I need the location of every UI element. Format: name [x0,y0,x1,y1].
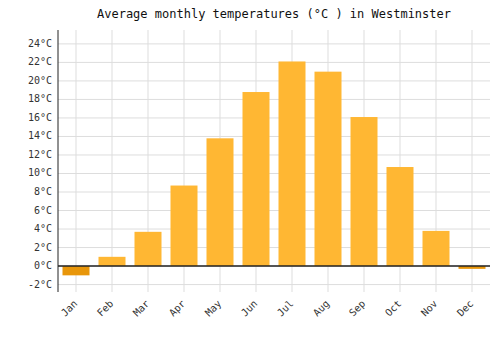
y-tick-label: 20°C [28,75,52,86]
y-grid-line [58,62,490,63]
y-tick-label: 6°C [34,205,52,216]
x-grid-line [76,30,77,292]
x-grid-line [112,30,113,292]
x-tick-label: Mar [131,298,152,319]
y-grid-line [58,229,490,230]
y-tick-label: 16°C [28,112,52,123]
bar [387,167,414,266]
x-tick-label: Jan [59,298,80,319]
y-grid-line [58,284,490,285]
x-tick-labels: Jan Feb Mar Apr May Jun Jul Aug Sep Oct Nov Dec [59,298,476,319]
x-tick-label: Jun [239,298,260,319]
x-tick-label: May [203,298,224,319]
bar [315,72,342,266]
x-tick-label: Oct [383,298,404,319]
grid [58,30,490,292]
y-tick-label: 0°C [34,260,52,271]
y-tick-label: 2°C [34,242,52,253]
page: {"chart_data": {"type": "bar", "title": … [0,0,500,350]
y-tick-label: 18°C [28,93,52,104]
y-grid-line [58,210,490,211]
bar [351,117,378,266]
y-tick-label: 8°C [34,186,52,197]
y-grid-line [58,266,490,267]
y-tick-label: 10°C [28,167,52,178]
y-grid-line [58,136,490,137]
bars [63,61,486,275]
y-tick-labels: -2°C 0°C 2°C 4°C 6°C 8°C 10°C 12°C 14°C 16°C 18°C 2… [28,38,52,290]
y-tick-label: 24°C [28,38,52,49]
y-grid-line [58,117,490,118]
x-grid-line [472,30,473,292]
bar [243,92,270,266]
y-tick-label: -2°C [28,279,52,290]
bar [63,266,90,275]
x-tick-label: Dec [455,298,476,319]
y-grid-line [58,192,490,193]
bar [207,138,234,266]
baseline [58,265,490,267]
y-grid-line [58,99,490,100]
x-tick-label: Nov [419,298,440,319]
bar [99,257,126,266]
y-tick-label: 12°C [28,149,52,160]
chart: -2°C 0°C 2°C 4°C 6°C 8°C 10°C 12°C 14°C 16°C 18°C 2… [0,0,500,350]
bar [171,186,198,267]
bar [423,231,450,266]
bar [135,232,162,266]
chart-container: -2°C 0°C 2°C 4°C 6°C 8°C 10°C 12°C 14°C 16°C 18°C 2… [0,0,500,350]
y-grid-line [58,173,490,174]
bar [279,61,306,266]
y-tick-label: 4°C [34,223,52,234]
y-tick-label: 22°C [28,56,52,67]
y-axis-line [58,30,59,292]
x-tick-label: Sep [347,298,368,319]
title: Average monthly temperatures (°C ) in We… [97,7,451,21]
x-tick-label: Aug [311,298,332,319]
y-grid-line [58,43,490,44]
y-tick-label: 14°C [28,130,52,141]
y-grid-line [58,154,490,155]
x-tick-label: Feb [95,298,116,319]
x-tick-label: Jul [275,298,296,319]
y-grid-line [58,80,490,81]
x-tick-label: Apr [167,298,188,319]
